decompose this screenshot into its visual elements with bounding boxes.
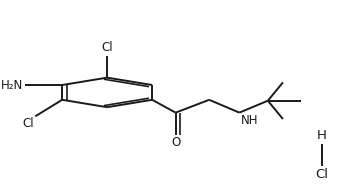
Text: NH: NH — [241, 114, 258, 127]
Text: Cl: Cl — [315, 168, 328, 181]
Text: Cl: Cl — [22, 117, 34, 130]
Text: O: O — [171, 137, 180, 149]
Text: H₂N: H₂N — [1, 78, 23, 92]
Text: Cl: Cl — [101, 41, 113, 54]
Text: H: H — [317, 129, 327, 142]
